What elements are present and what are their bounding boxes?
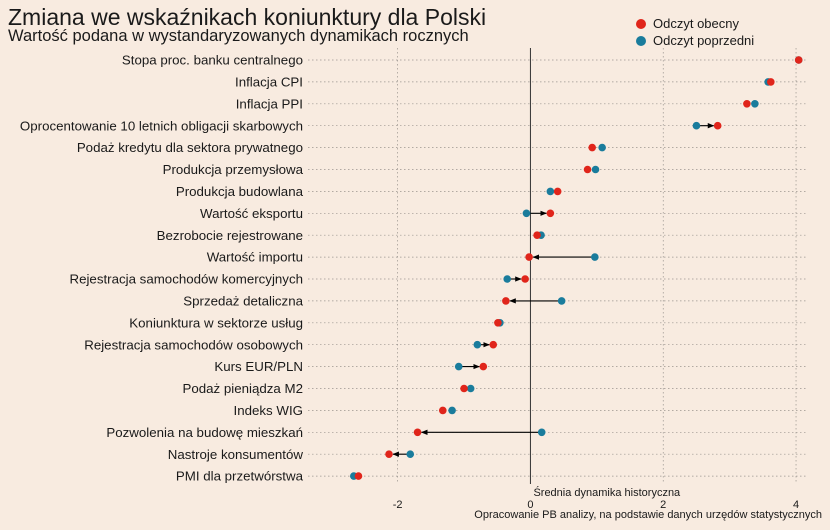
previous-point bbox=[454, 362, 463, 371]
current-point bbox=[521, 275, 529, 283]
legend-item-previous: Odczyt poprzedni bbox=[636, 32, 754, 49]
current-point bbox=[713, 121, 722, 130]
category-label: Produkcja budowlana bbox=[176, 184, 304, 199]
current-point bbox=[553, 187, 562, 196]
x-tick-label: 4 bbox=[793, 499, 799, 511]
category-label: Indeks WIG bbox=[234, 403, 303, 418]
chart-legend: Odczyt obecny Odczyt poprzedni bbox=[636, 15, 754, 49]
x-tick-label: -2 bbox=[393, 499, 403, 511]
current-point bbox=[385, 450, 393, 459]
category-label: Inflacja PPI bbox=[236, 96, 303, 111]
legend-item-current: Odczyt obecny bbox=[636, 15, 754, 32]
current-point bbox=[588, 143, 596, 152]
previous-point bbox=[598, 143, 606, 152]
category-label: Kurs EUR/PLN bbox=[214, 359, 303, 374]
previous-point bbox=[546, 187, 555, 196]
category-label: Koniunktura w sektorze usług bbox=[129, 315, 303, 330]
category-label: Inflacja CPI bbox=[235, 75, 303, 90]
current-point bbox=[794, 56, 803, 64]
category-label: PMI dla przetwórstwa bbox=[176, 469, 304, 484]
category-label: Pozwolenia na budowę mieszkań bbox=[106, 425, 303, 440]
page-title: Zmiana we wskaźnikach koniunktury dla Po… bbox=[8, 4, 487, 30]
current-point bbox=[354, 472, 363, 480]
previous-point bbox=[692, 121, 701, 130]
current-point bbox=[479, 362, 488, 371]
category-label: Rejestracja samochodów osobowych bbox=[84, 337, 303, 352]
current-point bbox=[767, 78, 775, 86]
legend-previous-label: Odczyt poprzedni bbox=[653, 33, 755, 48]
legend-current-dot-icon bbox=[636, 18, 646, 29]
current-point bbox=[546, 209, 555, 218]
current-point bbox=[494, 319, 502, 327]
page-subtitle: Wartość podana w wystandaryzowanych dyna… bbox=[8, 27, 469, 45]
previous-point bbox=[522, 209, 531, 218]
previous-point bbox=[537, 428, 546, 437]
previous-point bbox=[503, 275, 512, 283]
previous-point bbox=[591, 165, 600, 174]
previous-point bbox=[591, 253, 599, 261]
category-label: Produkcja przemysłowa bbox=[163, 162, 304, 177]
previous-point bbox=[466, 384, 475, 393]
category-label: Oprocentowanie 10 letnich obligacji skar… bbox=[20, 118, 303, 133]
category-label: Bezrobocie rejestrowane bbox=[157, 228, 303, 243]
current-point bbox=[583, 165, 592, 174]
current-point bbox=[413, 428, 422, 437]
current-point bbox=[438, 406, 447, 415]
current-point bbox=[460, 384, 468, 393]
current-point bbox=[489, 340, 498, 349]
current-point bbox=[533, 231, 541, 239]
category-label: Sprzedaż detaliczna bbox=[183, 294, 303, 309]
previous-point bbox=[473, 340, 482, 349]
current-point bbox=[743, 100, 751, 108]
category-label: Rejestracja samochodów komercyjnych bbox=[69, 272, 303, 287]
category-label: Podaż pieniądza M2 bbox=[183, 381, 304, 396]
category-label: Wartość importu bbox=[207, 250, 303, 265]
previous-point bbox=[751, 100, 759, 108]
previous-point bbox=[406, 450, 415, 459]
previous-point bbox=[557, 297, 566, 305]
category-label: Wartość eksportu bbox=[200, 206, 303, 221]
legend-previous-dot-icon bbox=[636, 35, 646, 46]
category-label: Nastroje konsumentów bbox=[168, 447, 304, 462]
current-point bbox=[502, 297, 510, 305]
zero-line-label: Średnia dynamika historyczna bbox=[533, 486, 681, 499]
source-caption: Opracowanie PB analizy, na podstawie dan… bbox=[474, 509, 822, 521]
x-tick-label: 0 bbox=[527, 499, 533, 511]
legend-current-label: Odczyt obecny bbox=[653, 16, 739, 31]
category-label: Stopa proc. banku centralnego bbox=[122, 53, 303, 68]
previous-point bbox=[448, 406, 456, 415]
category-label: Podaż kredytu dla sektora prywatnego bbox=[77, 140, 303, 155]
current-point bbox=[525, 253, 533, 261]
x-tick-label: 2 bbox=[660, 499, 666, 511]
